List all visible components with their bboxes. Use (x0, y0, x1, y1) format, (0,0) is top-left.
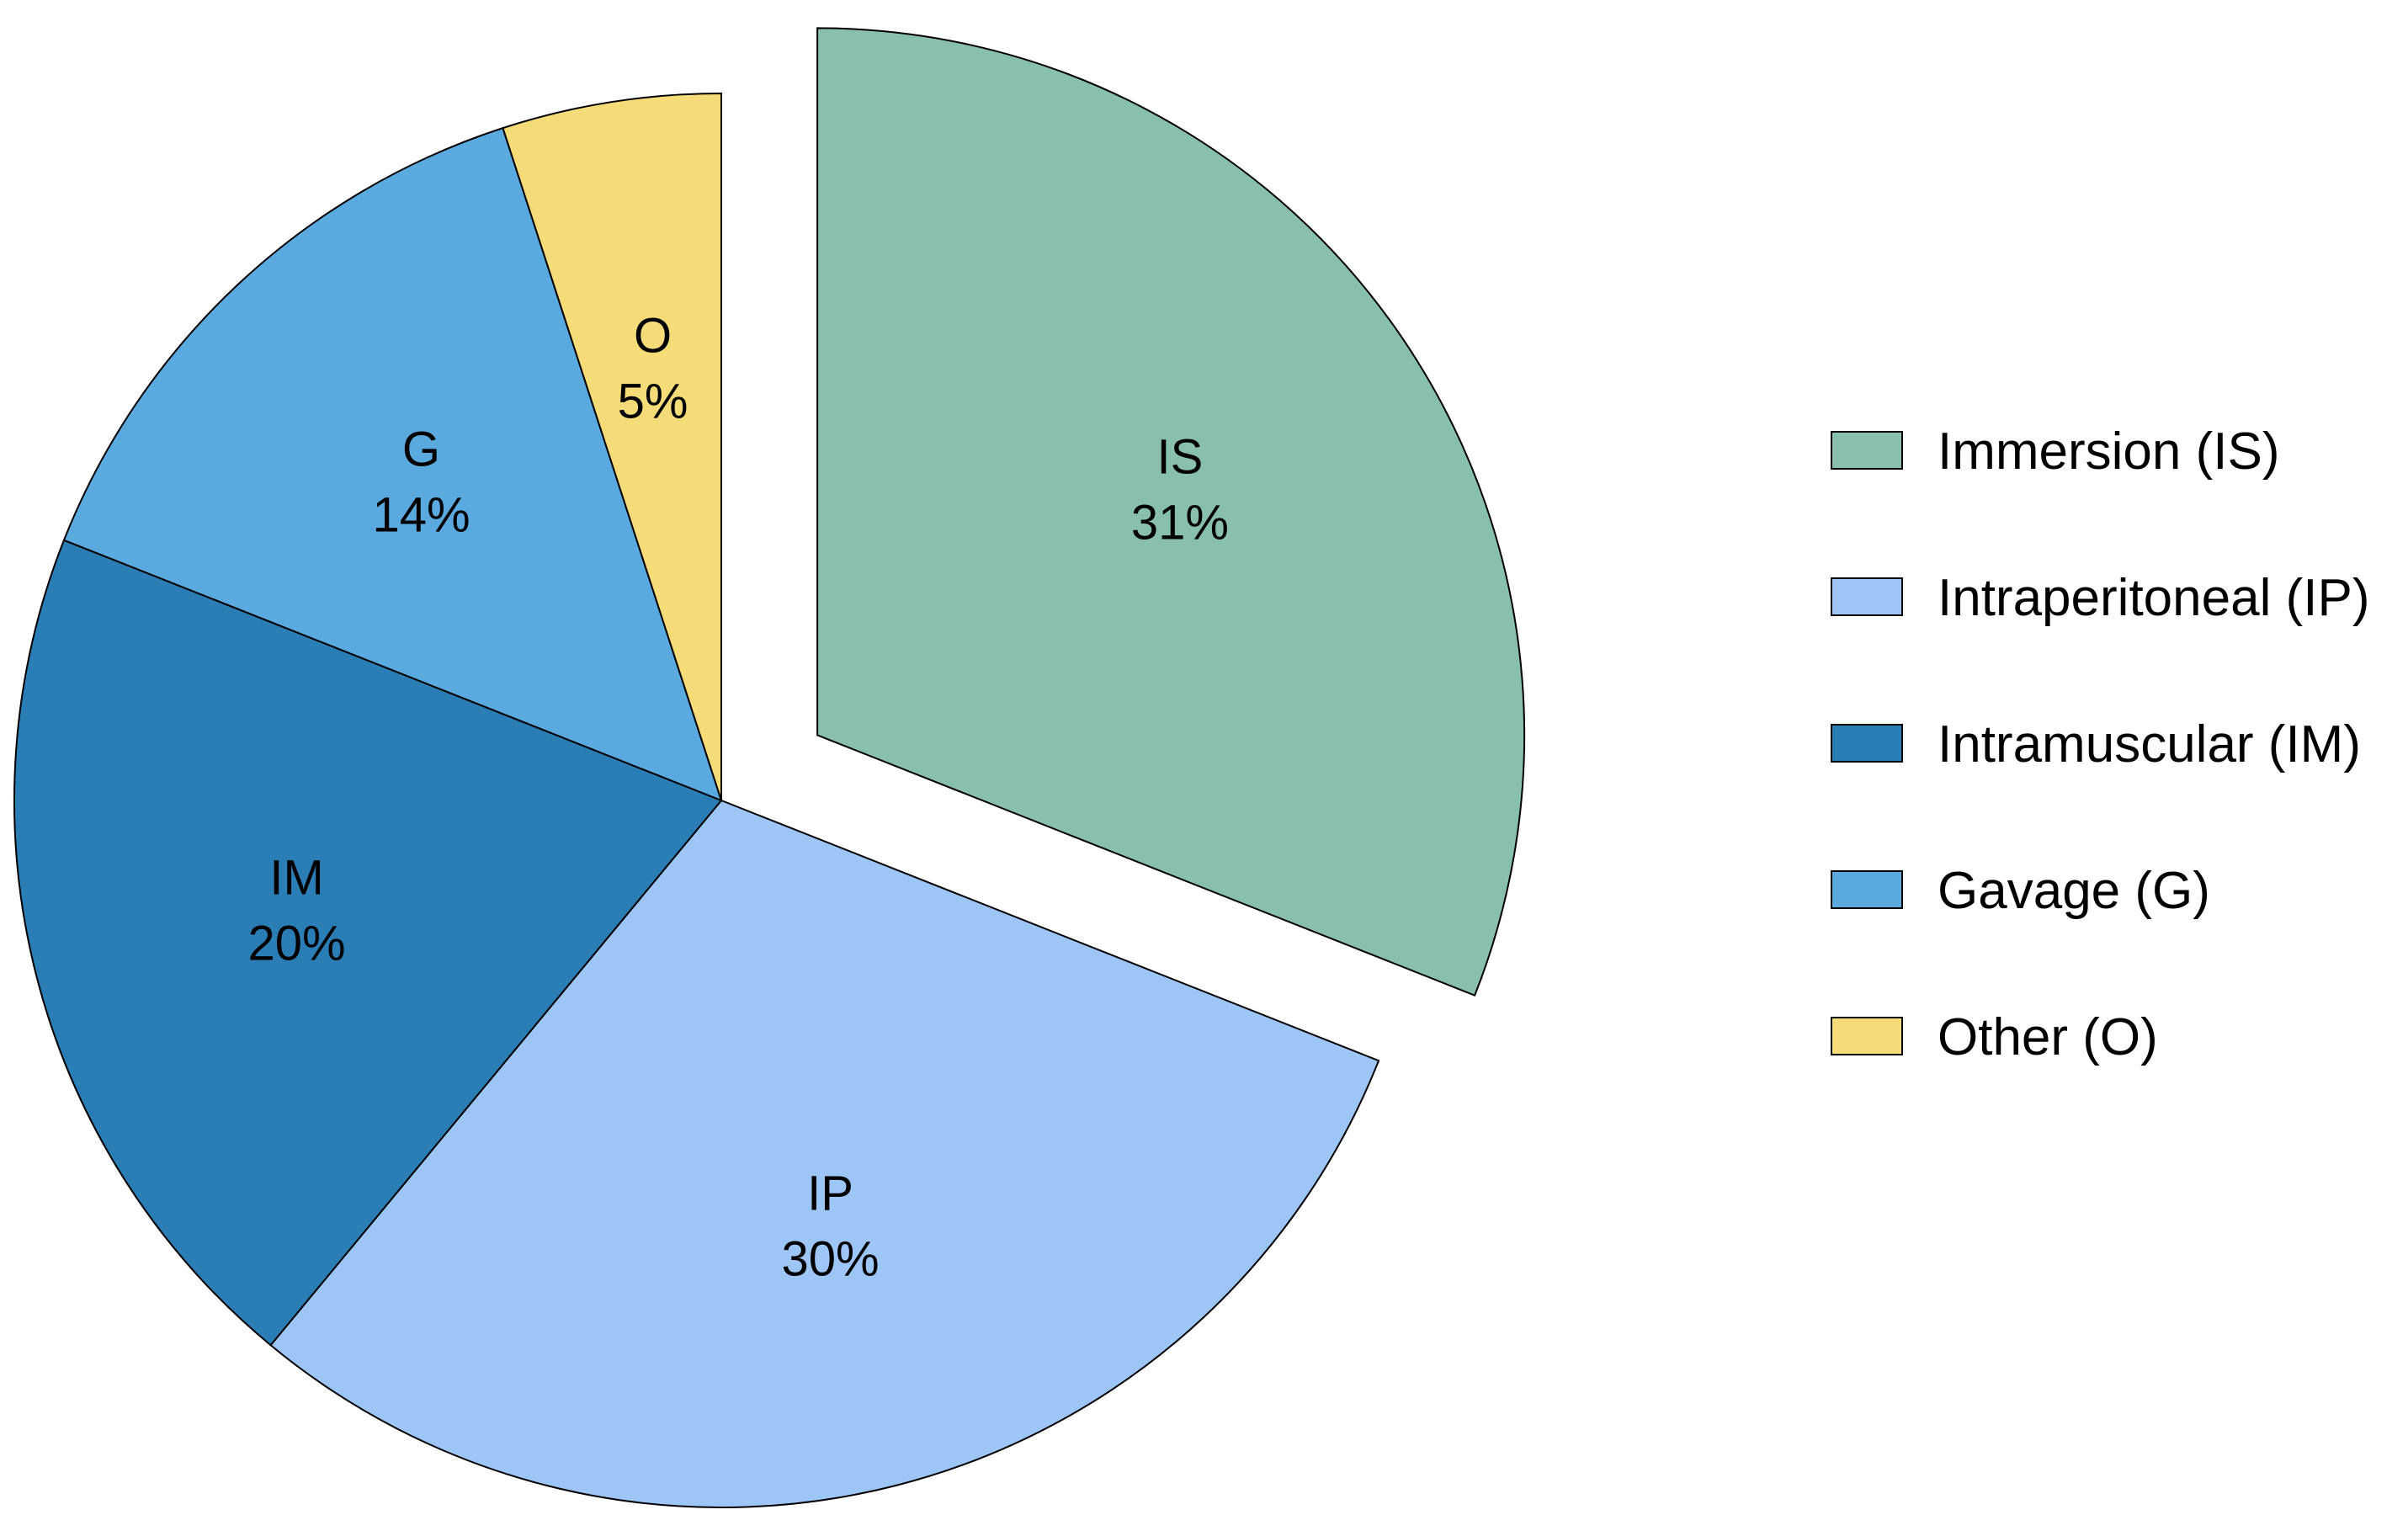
slice-label-o: O (634, 309, 672, 364)
legend-label-o: Other (O) (1938, 1008, 2158, 1066)
legend-item-ip: Intraperitoneal (IP) (1831, 569, 2369, 627)
pie-slice-o (502, 92, 722, 801)
legend-item-im: Intramuscular (IM) (1831, 715, 2361, 773)
legend: Immersion (IS) Intraperitoneal (IP) Intram… (1831, 423, 2369, 1066)
legend-item-o: Other (O) (1831, 1008, 2158, 1066)
slice-percent-im: 20% (248, 917, 346, 971)
pie-slices (13, 27, 1526, 1508)
slice-percent-o: 5% (618, 375, 688, 429)
legend-swatch-is (1831, 431, 1903, 470)
slice-labels: IS 31% IP 30% IM 20% G 14% O 5% (248, 309, 1229, 1287)
legend-swatch-o (1831, 1017, 1903, 1055)
legend-label-g: Gavage (G) (1938, 862, 2210, 920)
pie-slice-is (816, 27, 1526, 997)
slice-label-g: G (402, 422, 440, 476)
legend-item-g: Gavage (G) (1831, 862, 2210, 920)
slice-percent-is: 31% (1131, 496, 1229, 550)
pie-slice-ip (269, 799, 1380, 1508)
legend-label-is: Immersion (IS) (1938, 423, 2279, 481)
slice-percent-g: 14% (372, 487, 470, 542)
slice-percent-ip: 30% (781, 1231, 879, 1286)
legend-label-im: Intramuscular (IM) (1938, 715, 2361, 773)
slice-label-is: IS (1156, 430, 1203, 485)
legend-swatch-ip (1831, 577, 1903, 616)
legend-swatch-im (1831, 724, 1903, 763)
legend-swatch-g (1831, 870, 1903, 909)
pie-slice-im (13, 539, 723, 1347)
legend-item-is: Immersion (IS) (1831, 423, 2279, 481)
legend-label-ip: Intraperitoneal (IP) (1938, 569, 2369, 627)
slice-label-im: IM (269, 851, 323, 906)
slice-label-ip: IP (807, 1166, 853, 1220)
